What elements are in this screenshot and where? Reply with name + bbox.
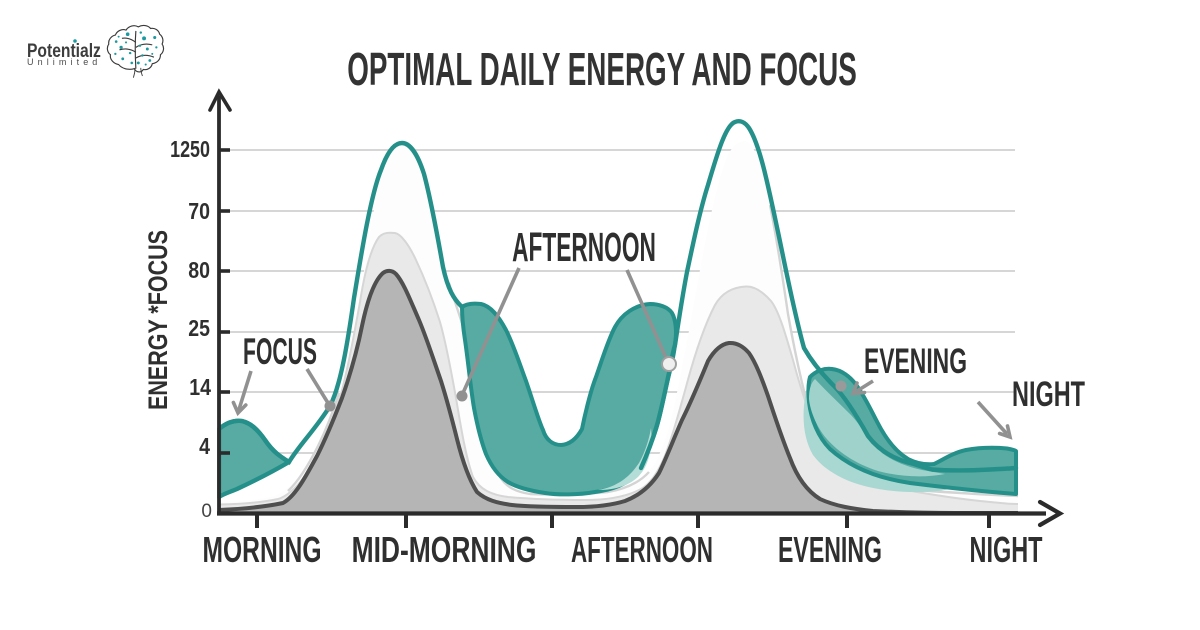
svg-text:MID-MORNING: MID-MORNING (352, 529, 537, 570)
svg-text:AFTERNOON: AFTERNOON (571, 531, 713, 571)
svg-text:FOCUS: FOCUS (243, 332, 317, 373)
svg-text:EVENING: EVENING (864, 342, 967, 381)
svg-text:NIGHT: NIGHT (1012, 375, 1085, 414)
svg-text:70: 70 (188, 199, 210, 225)
svg-text:80: 80 (188, 258, 210, 284)
svg-text:25: 25 (188, 316, 210, 342)
svg-text:0: 0 (201, 501, 212, 522)
svg-text:Unlimited: Unlimited (27, 57, 101, 67)
svg-text:AFTERNOON: AFTERNOON (512, 225, 656, 271)
svg-text:MORNING: MORNING (203, 529, 322, 570)
svg-text:Potentialz: Potentialz (27, 40, 101, 62)
svg-text:14: 14 (189, 375, 211, 401)
svg-text:1250: 1250 (170, 137, 210, 163)
svg-text:ENERGY *FOCUS: ENERGY *FOCUS (144, 230, 174, 410)
svg-text:NIGHT: NIGHT (970, 530, 1043, 570)
svg-text:EVENING: EVENING (778, 531, 882, 570)
svg-text:4: 4 (199, 434, 210, 460)
svg-text:OPTIMAL DAILY ENERGY AND FOCUS: OPTIMAL DAILY ENERGY AND FOCUS (347, 45, 857, 96)
